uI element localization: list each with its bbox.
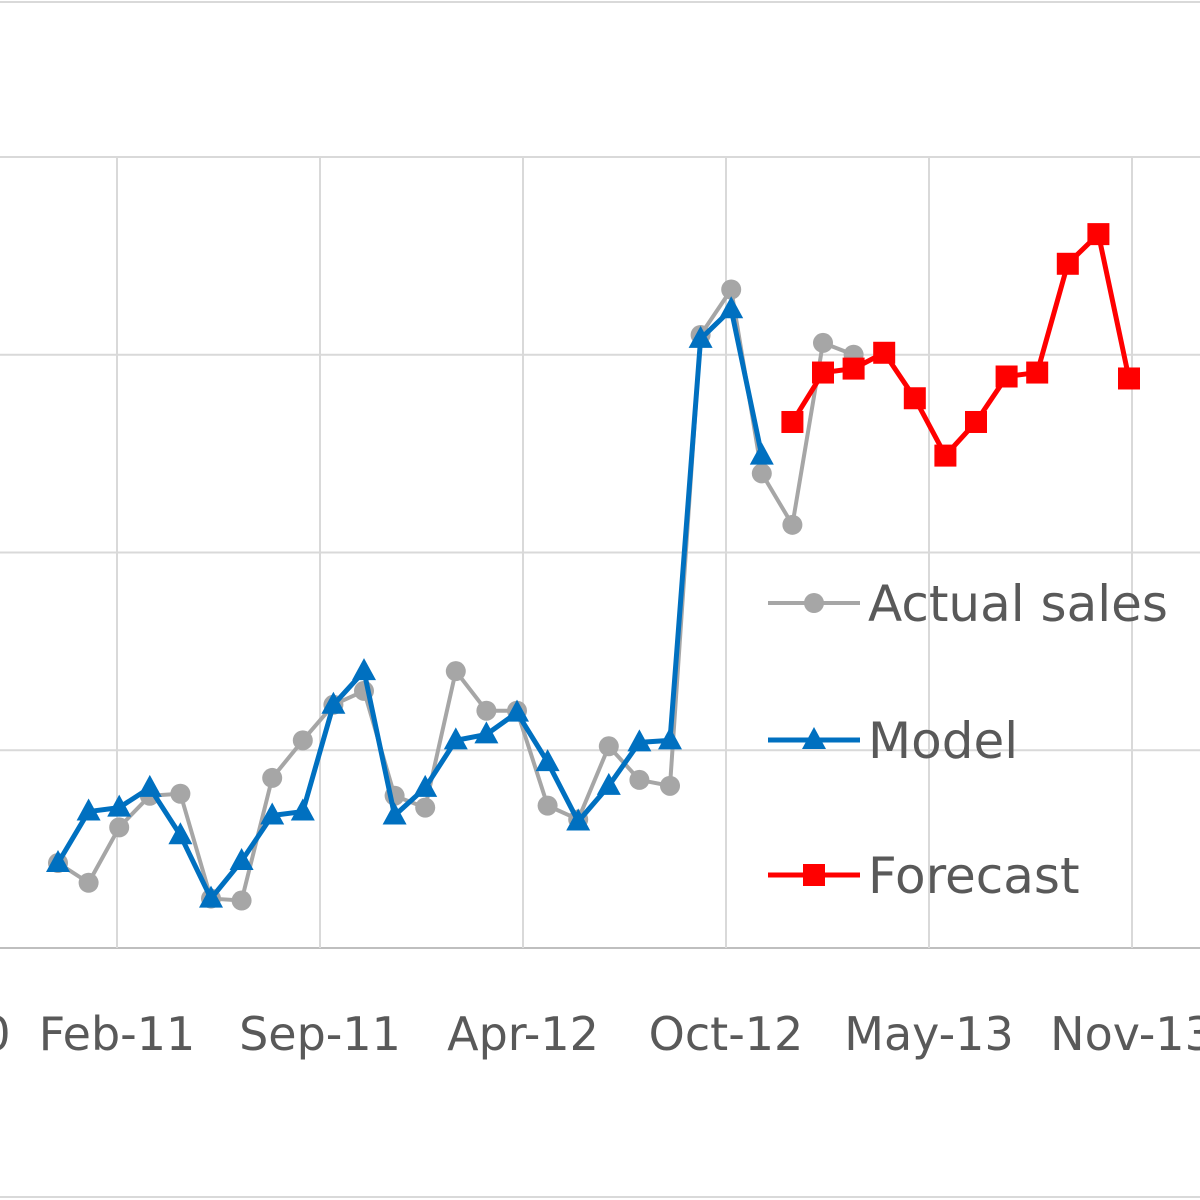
data-point — [688, 325, 713, 348]
data-point — [749, 442, 774, 465]
data-point — [535, 749, 560, 772]
data-point — [873, 341, 896, 364]
data-point — [382, 802, 407, 825]
legend-marker — [804, 593, 824, 613]
x-tick-label: May-13 — [844, 1007, 1013, 1061]
data-point — [168, 822, 193, 845]
data-point — [721, 279, 742, 300]
data-point — [660, 775, 680, 796]
data-point — [566, 808, 591, 831]
data-point — [170, 783, 191, 804]
data-point — [78, 872, 99, 893]
series-forecast — [781, 223, 1140, 467]
data-point — [627, 729, 652, 752]
data-point — [137, 774, 162, 797]
legend: Actual sales Model Forecast — [768, 575, 1168, 905]
x-tick-label: 0 — [0, 1007, 11, 1061]
data-point — [629, 769, 650, 790]
legend-marker — [802, 727, 826, 749]
data-point — [1026, 361, 1049, 384]
data-point — [107, 794, 132, 817]
data-point — [719, 296, 744, 319]
data-point — [751, 463, 772, 484]
data-point — [537, 795, 558, 816]
data-point — [782, 514, 803, 535]
data-point — [812, 361, 834, 384]
x-tick-label: Feb-11 — [39, 1007, 196, 1061]
series-group — [46, 223, 1140, 911]
data-point — [505, 699, 529, 722]
data-point — [229, 847, 254, 870]
data-point — [476, 700, 497, 721]
data-point — [965, 410, 987, 433]
data-point — [596, 772, 621, 795]
data-point — [321, 691, 346, 714]
data-point — [231, 890, 252, 911]
legend-item: Actual sales — [768, 575, 1168, 633]
data-point — [413, 774, 438, 797]
series-line — [56, 287, 855, 903]
x-tick-label: Oct-12 — [649, 1007, 804, 1061]
legend-label: Model — [868, 712, 1018, 770]
series-line — [55, 306, 765, 902]
data-point — [598, 736, 619, 757]
series-model — [46, 296, 774, 908]
data-point — [445, 661, 466, 682]
data-point — [352, 658, 376, 681]
data-point — [262, 767, 283, 788]
data-point — [1087, 223, 1110, 246]
data-point — [474, 721, 499, 744]
data-point — [658, 727, 682, 750]
x-tick-label: Apr-12 — [447, 1007, 599, 1061]
data-point — [109, 817, 130, 838]
data-point — [903, 387, 926, 410]
legend-item: Model — [768, 712, 1018, 770]
data-point — [1118, 367, 1140, 390]
data-point — [260, 802, 285, 825]
data-point — [76, 798, 101, 821]
legend-label: Forecast — [868, 847, 1080, 905]
data-point — [995, 365, 1018, 388]
data-point — [415, 797, 436, 818]
x-tick-label: Sep-11 — [239, 1007, 401, 1061]
data-point — [813, 332, 833, 353]
data-point — [781, 410, 804, 433]
x-axis-ticks: 0 Feb-11 Sep-11 Apr-12 Oct-12 May-13 Nov-13 — [0, 1007, 1200, 1061]
legend-marker — [803, 864, 825, 886]
data-point — [290, 798, 315, 821]
data-point — [292, 730, 313, 751]
data-point — [934, 444, 957, 467]
legend-label: Actual sales — [868, 575, 1168, 633]
data-point — [199, 885, 223, 908]
data-point — [443, 727, 468, 750]
x-tick-label: Nov-13 — [1050, 1007, 1200, 1061]
data-point — [1056, 252, 1079, 275]
legend-item: Forecast — [768, 847, 1080, 905]
data-point — [46, 849, 70, 872]
data-point — [842, 357, 865, 380]
